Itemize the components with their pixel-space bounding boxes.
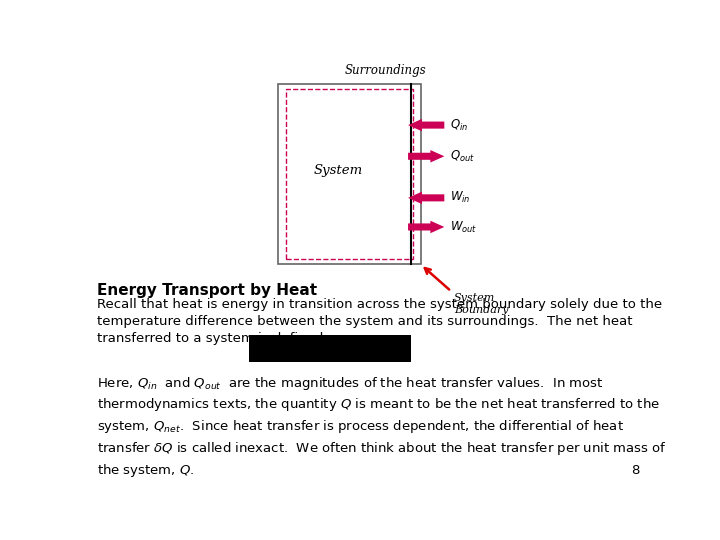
Text: $Q_{\mathit{out}}$: $Q_{\mathit{out}}$ [450,148,475,164]
Polygon shape [408,150,444,163]
Polygon shape [408,221,444,233]
Bar [279,84,420,265]
Text: Energy Transport by Heat: Energy Transport by Heat [96,283,317,298]
Text: Surroundings: Surroundings [345,64,426,77]
Polygon shape [408,192,444,204]
Bar [286,89,413,259]
Bar [249,335,411,362]
Text: System: System [313,164,363,177]
Text: $Q_{\mathit{in}}$: $Q_{\mathit{in}}$ [450,118,468,133]
Text: 8: 8 [631,464,639,477]
Text: $W_{\mathit{in}}$: $W_{\mathit{in}}$ [450,190,470,205]
Text: Recall that heat is energy in transition across the system boundary solely due t: Recall that heat is energy in transition… [96,298,662,345]
Polygon shape [408,119,444,131]
Text: System
Boundary: System Boundary [454,294,508,315]
Text: Here, $Q_{in}$  and $Q_{out}$  are the magnitudes of the heat transfer values.  : Here, $Q_{in}$ and $Q_{out}$ are the mag… [96,375,667,479]
Text: $W_{\mathit{out}}$: $W_{\mathit{out}}$ [450,219,477,234]
